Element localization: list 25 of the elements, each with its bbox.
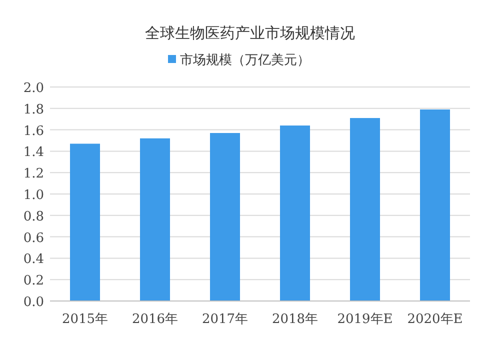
bar [350,118,380,301]
y-tick-label: 1.6 [23,124,44,139]
x-tick-label: 2019年E [337,312,393,327]
bar [140,138,170,301]
y-tick-label: 0.8 [23,209,44,224]
bar [280,126,310,301]
y-tick-label: 2.0 [23,81,44,96]
chart-title: 全球生物医药产业市场规模情况 [145,24,355,42]
y-tick-label: 1.8 [23,102,44,118]
bar [70,144,100,301]
legend-label: 市场规模（万亿美元） [180,52,310,68]
x-tick-label: 2016年 [132,312,178,327]
y-tick-label: 1.4 [23,145,44,160]
y-tick-label: 0.2 [23,274,44,289]
y-tick-label: 0.6 [23,230,44,246]
y-tick-label: 1.0 [23,188,44,203]
x-tick-label: 2015年 [62,312,108,327]
bar [210,133,240,301]
x-tick-label: 2020年E [407,312,463,327]
y-tick-label: 1.2 [23,166,44,182]
y-tick-label: 0.0 [23,295,44,310]
x-tick-label: 2017年 [202,312,248,327]
x-tick-label: 2018年 [272,312,318,327]
y-tick-label: 0.4 [23,252,44,268]
bar [420,109,450,301]
